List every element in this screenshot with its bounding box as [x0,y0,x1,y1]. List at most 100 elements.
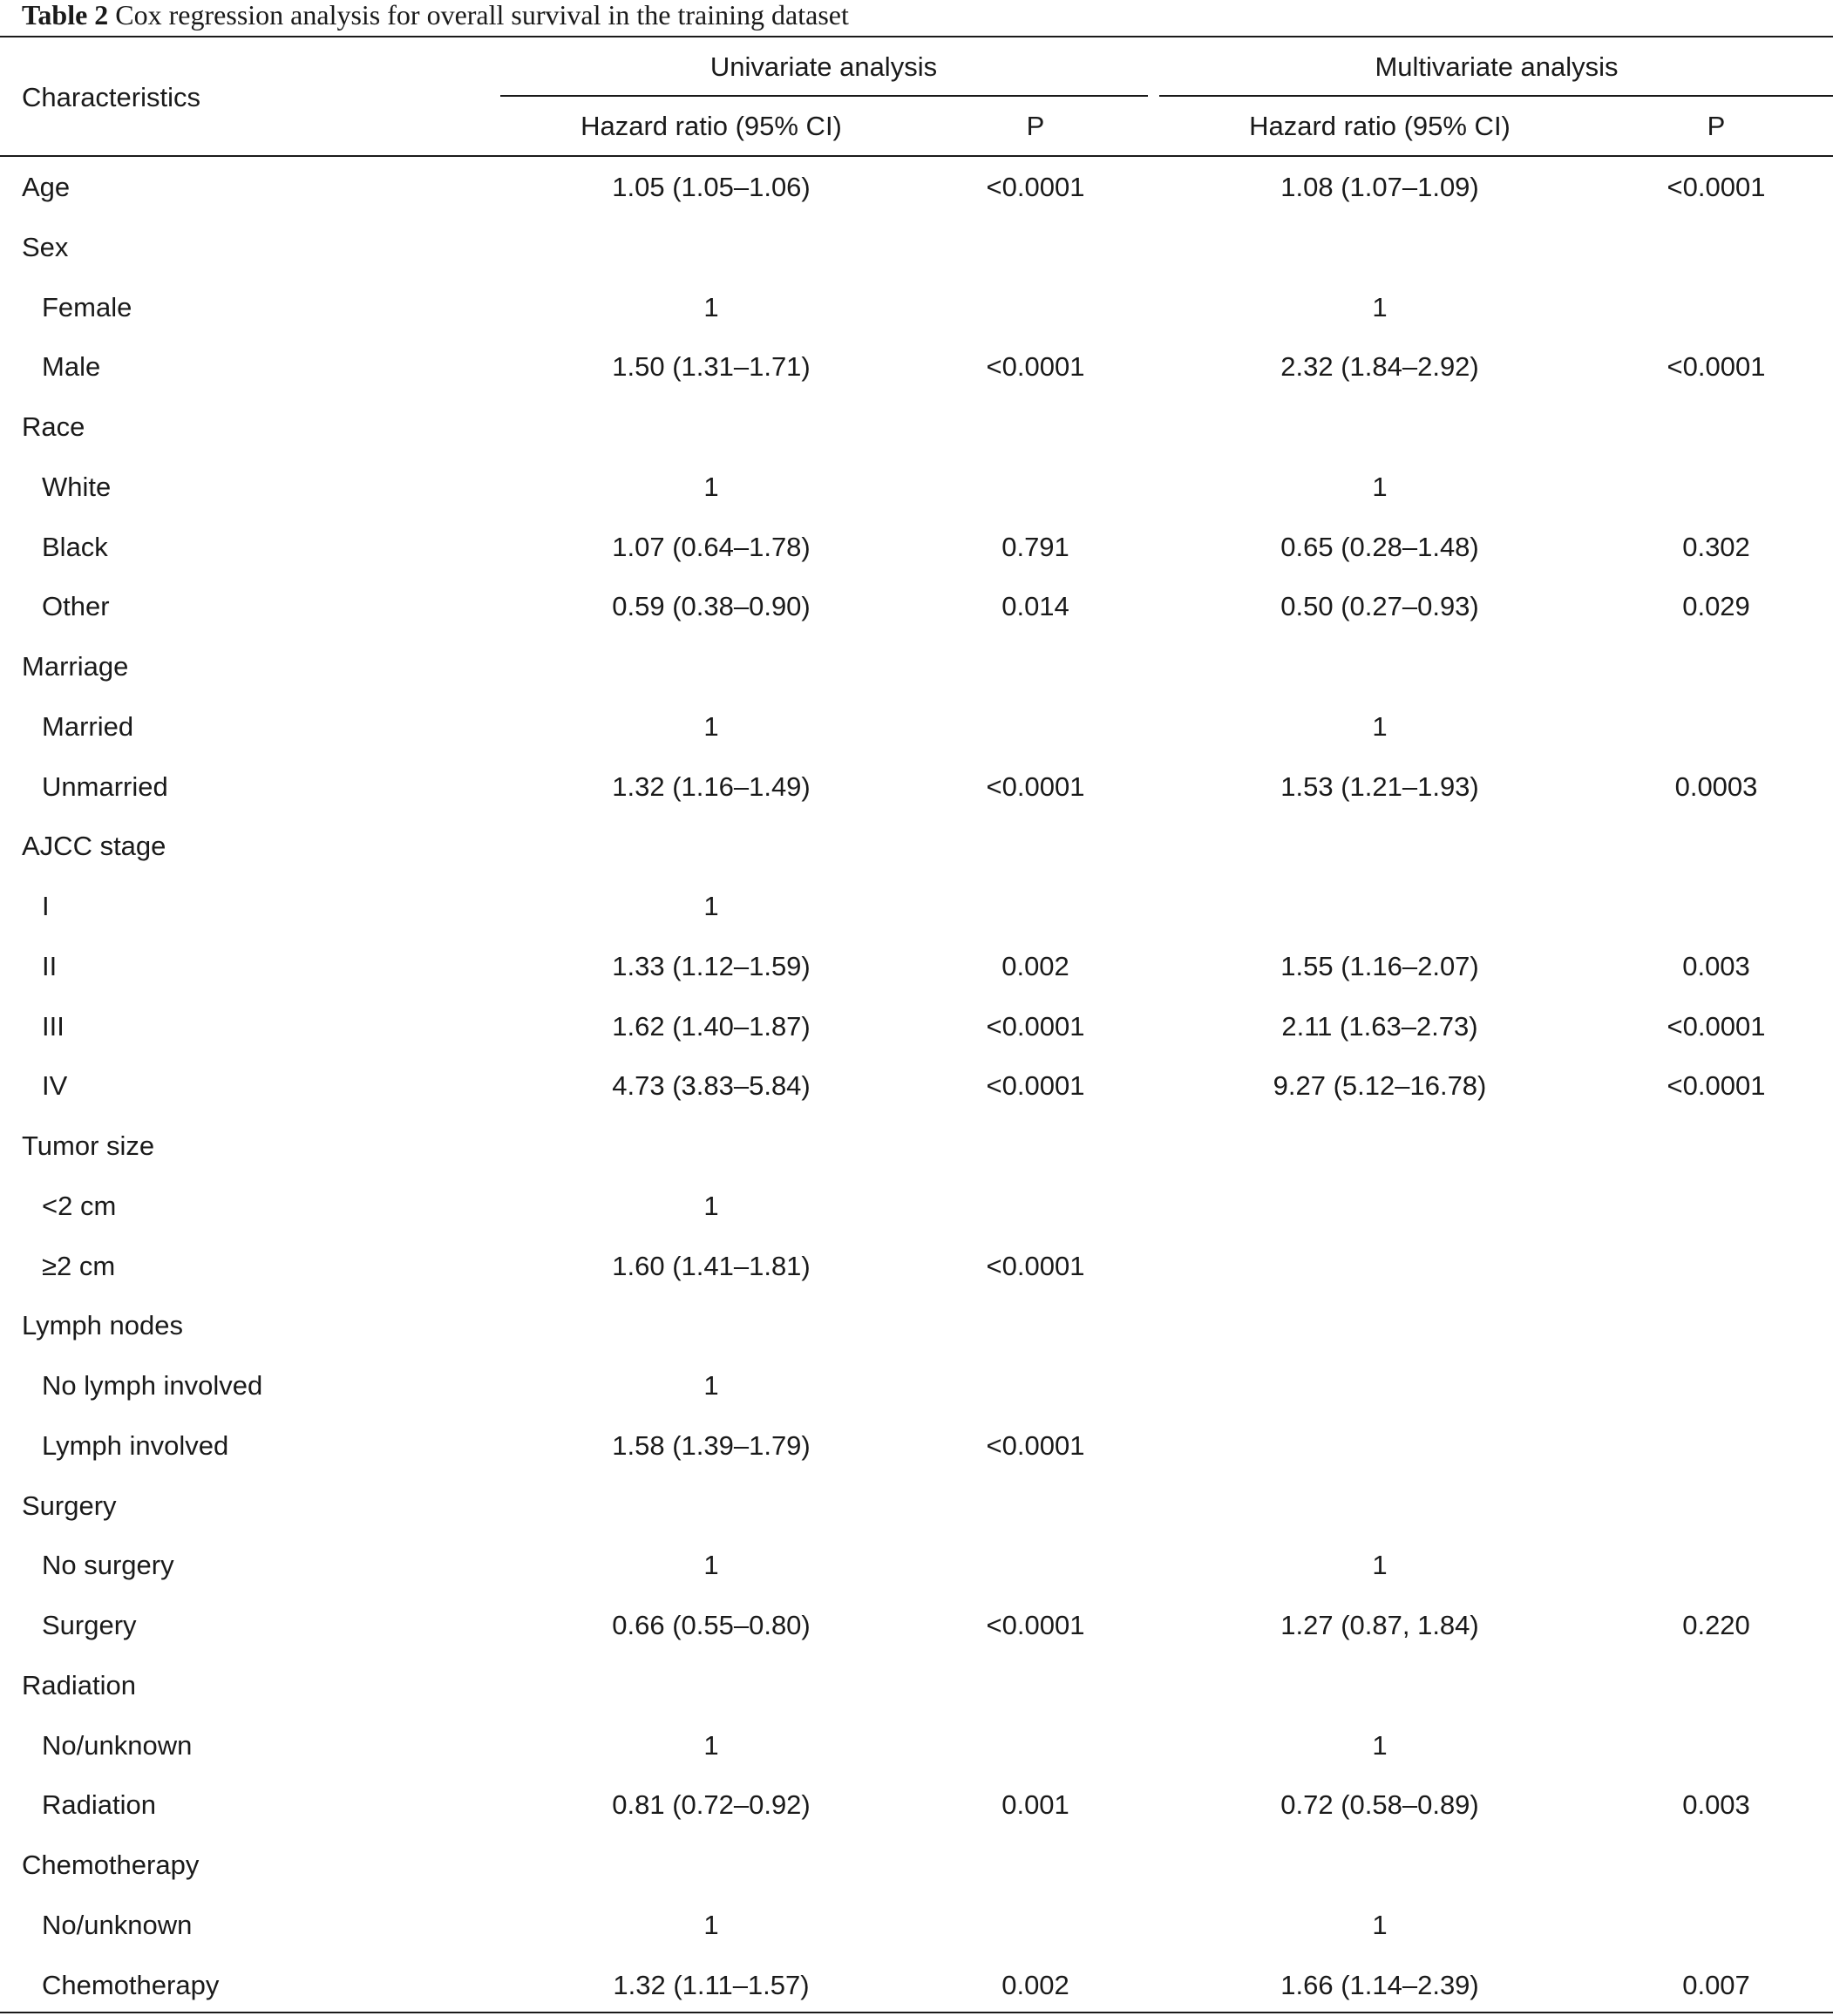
row-label: <2 cm [42,1190,117,1221]
cell-uni-p: <0.0001 [986,770,1085,802]
cell-multi-p: <0.0001 [1667,351,1766,383]
cell-uni-hazard-ratio: 0.66 (0.55–0.80) [612,1610,811,1640]
row-label: Lymph involved [42,1429,229,1461]
cell-multi-hazard-ratio: 2.11 (1.63–2.73) [1281,1010,1478,1042]
cell-multi-p: <0.0001 [1667,1070,1766,1102]
header-multi-hazard-ratio: Hazard ratio (95% CI) [1249,111,1511,141]
row-label: Other [42,591,110,622]
cell-multi-p: 0.003 [1682,1789,1750,1821]
row-label: Male [42,351,101,383]
univariate-underline [500,95,1148,97]
cell-multi-hazard-ratio: 1 [1372,1909,1388,1940]
cell-multi-hazard-ratio: 0.72 (0.58–0.89) [1280,1789,1479,1821]
row-label: No/unknown [42,1909,193,1940]
row-label: Unmarried [42,770,168,802]
cell-multi-hazard-ratio: 0.65 (0.28–1.48) [1280,531,1479,562]
cell-multi-hazard-ratio: 1.55 (1.16–2.07) [1280,950,1479,981]
cell-uni-p: 0.002 [1001,1969,1069,2000]
row-label: Surgery [42,1610,137,1640]
cell-multi-hazard-ratio: 0.50 (0.27–0.93) [1280,591,1479,622]
cell-uni-hazard-ratio: 1 [703,1729,719,1761]
row-label: II [42,950,58,981]
row-label: AJCC stage [22,831,166,862]
cell-uni-hazard-ratio: 1 [703,1190,719,1221]
cell-uni-p: <0.0001 [986,1010,1085,1042]
row-label: Radiation [22,1669,136,1700]
cell-multi-hazard-ratio: 1 [1372,291,1388,322]
row-label: Tumor size [22,1130,155,1161]
cell-multi-p: 0.302 [1682,531,1750,562]
cell-multi-hazard-ratio: 1 [1372,1550,1388,1581]
row-label: III [42,1010,64,1042]
row-label: Race [22,411,85,442]
row-label: ≥2 cm [42,1250,116,1281]
row-label: Sex [22,231,69,262]
table-caption: Table 2 Cox regression analysis for over… [22,0,849,30]
cell-uni-hazard-ratio: 1 [703,291,719,322]
row-label: Marriage [22,651,129,682]
cell-uni-p: 0.014 [1001,591,1069,622]
row-label: No lymph involved [42,1370,263,1401]
cell-uni-hazard-ratio: 1.07 (0.64–1.78) [612,531,811,562]
cell-uni-p: <0.0001 [986,1070,1085,1102]
header-uni-p: P [1026,111,1045,141]
cell-multi-hazard-ratio: 1.53 (1.21–1.93) [1280,770,1479,802]
cell-multi-hazard-ratio: 9.27 (5.12–16.78) [1273,1070,1487,1102]
cell-uni-hazard-ratio: 1 [703,891,719,921]
row-label: Married [42,710,134,742]
cell-uni-p: <0.0001 [986,172,1085,202]
cell-uni-hazard-ratio: 1 [703,1909,719,1940]
bottom-rule [0,2012,1833,2013]
cell-multi-hazard-ratio: 1 [1372,471,1388,502]
cell-multi-p: 0.220 [1682,1610,1750,1640]
cell-multi-hazard-ratio: 1 [1372,710,1388,742]
cell-multi-hazard-ratio: 1.27 (0.87, 1.84) [1280,1610,1479,1640]
cell-uni-p: <0.0001 [986,1429,1085,1461]
row-label: Female [42,291,132,322]
row-label: Lymph nodes [22,1310,183,1341]
cell-uni-hazard-ratio: 0.59 (0.38–0.90) [612,591,811,622]
cell-multi-p: <0.0001 [1667,172,1766,202]
table-caption-label: Table 2 [22,0,109,31]
header-multivariate: Multivariate analysis [1375,51,1619,82]
cell-uni-p: 0.001 [1001,1789,1069,1821]
cell-uni-hazard-ratio: 1.32 (1.11–1.57) [613,1969,810,2000]
cell-multi-p: 0.029 [1682,591,1750,622]
row-label: Surgery [22,1490,117,1521]
cell-uni-p: <0.0001 [986,1610,1085,1640]
cell-multi-hazard-ratio: 2.32 (1.84–2.92) [1280,351,1479,383]
cell-uni-p: 0.791 [1001,531,1069,562]
cell-uni-hazard-ratio: 1.05 (1.05–1.06) [612,172,811,202]
cell-uni-hazard-ratio: 1 [703,1370,719,1401]
cell-uni-hazard-ratio: 1.50 (1.31–1.71) [612,351,811,383]
row-label: Chemotherapy [22,1850,200,1880]
cell-uni-hazard-ratio: 1 [703,1550,719,1581]
cell-uni-hazard-ratio: 1.33 (1.12–1.59) [612,950,811,981]
cell-multi-hazard-ratio: 1.08 (1.07–1.09) [1280,172,1479,202]
cell-multi-p: <0.0001 [1667,1010,1766,1042]
header-rule [0,155,1833,157]
cell-uni-hazard-ratio: 1.32 (1.16–1.49) [612,770,811,802]
table-caption-title: Cox regression analysis for overall surv… [115,0,849,31]
row-label: No/unknown [42,1729,193,1761]
header-characteristics: Characteristics [22,82,200,112]
cell-multi-p: 0.007 [1682,1969,1750,2000]
cell-uni-hazard-ratio: 1 [703,710,719,742]
row-label: Black [42,531,108,562]
row-label: Chemotherapy [42,1969,220,2000]
row-label: I [42,891,50,921]
cell-uni-hazard-ratio: 1.60 (1.41–1.81) [612,1250,811,1281]
cell-uni-hazard-ratio: 4.73 (3.83–5.84) [612,1070,811,1102]
cell-uni-p: <0.0001 [986,1250,1085,1281]
cell-multi-p: 0.003 [1682,950,1750,981]
cell-uni-hazard-ratio: 1 [703,471,719,502]
cell-multi-hazard-ratio: 1.66 (1.14–2.39) [1280,1969,1479,2000]
header-multi-p: P [1707,111,1726,141]
header-univariate: Univariate analysis [709,51,938,82]
row-label: IV [42,1070,68,1102]
row-label: No surgery [42,1550,174,1581]
cell-uni-hazard-ratio: 1.58 (1.39–1.79) [612,1429,811,1461]
cell-uni-hazard-ratio: 0.81 (0.72–0.92) [612,1789,811,1821]
cell-uni-p: 0.002 [1001,950,1069,981]
